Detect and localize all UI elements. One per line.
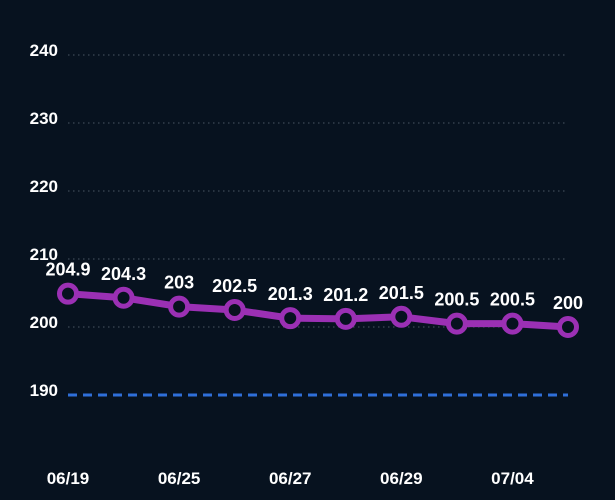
x-tick-label-06-25: 06/25 [158,469,201,488]
y-tick-label-220: 220 [30,177,58,196]
y-tick-label-210: 210 [30,245,58,264]
series-line [64,290,572,331]
data-label-6: 201.5 [379,283,424,303]
data-point-4[interactable] [279,307,302,330]
data-point-8[interactable] [501,312,524,335]
y-tick-label-200: 200 [30,313,58,332]
data-label-5: 201.2 [323,285,368,305]
data-point-2[interactable] [168,295,191,318]
point-layer [57,282,579,338]
data-label-1: 204.3 [101,264,146,284]
data-point-9[interactable] [557,316,579,338]
y-tick-label-240: 240 [30,41,58,60]
data-point-6[interactable] [390,305,413,328]
series-layer [64,290,572,331]
data-label-8: 200.5 [490,290,535,310]
y-tick-label-190: 190 [30,381,58,400]
data-point-3[interactable] [223,299,246,321]
x-tick-label-07-04: 07/04 [491,469,534,488]
y-axis-ticks: 190 200 210 220 230 240 [30,41,58,400]
data-point-0[interactable] [57,282,79,305]
grid-layer [68,54,568,328]
data-label-2: 203 [164,273,194,293]
x-tick-label-06-19: 06/19 [47,469,90,488]
x-axis-ticks: 06/19 06/25 06/27 06/29 07/04 [47,469,535,488]
data-point-7[interactable] [445,312,468,335]
x-tick-label-06-29: 06/29 [380,469,423,488]
y-tick-label-230: 230 [30,109,58,128]
data-point-5[interactable] [334,307,357,330]
x-tick-label-06-27: 06/27 [269,469,312,488]
data-label-0: 204.9 [45,260,90,280]
data-point-1[interactable] [112,286,135,309]
data-label-3: 202.5 [212,276,257,296]
data-label-layer: 204.9 204.3 203 202.5 201.3 201.2 201.5 200.5 20… [45,260,583,313]
data-label-7: 200.5 [434,290,479,310]
data-label-4: 201.3 [268,284,313,304]
data-label-9: 200 [553,293,583,313]
